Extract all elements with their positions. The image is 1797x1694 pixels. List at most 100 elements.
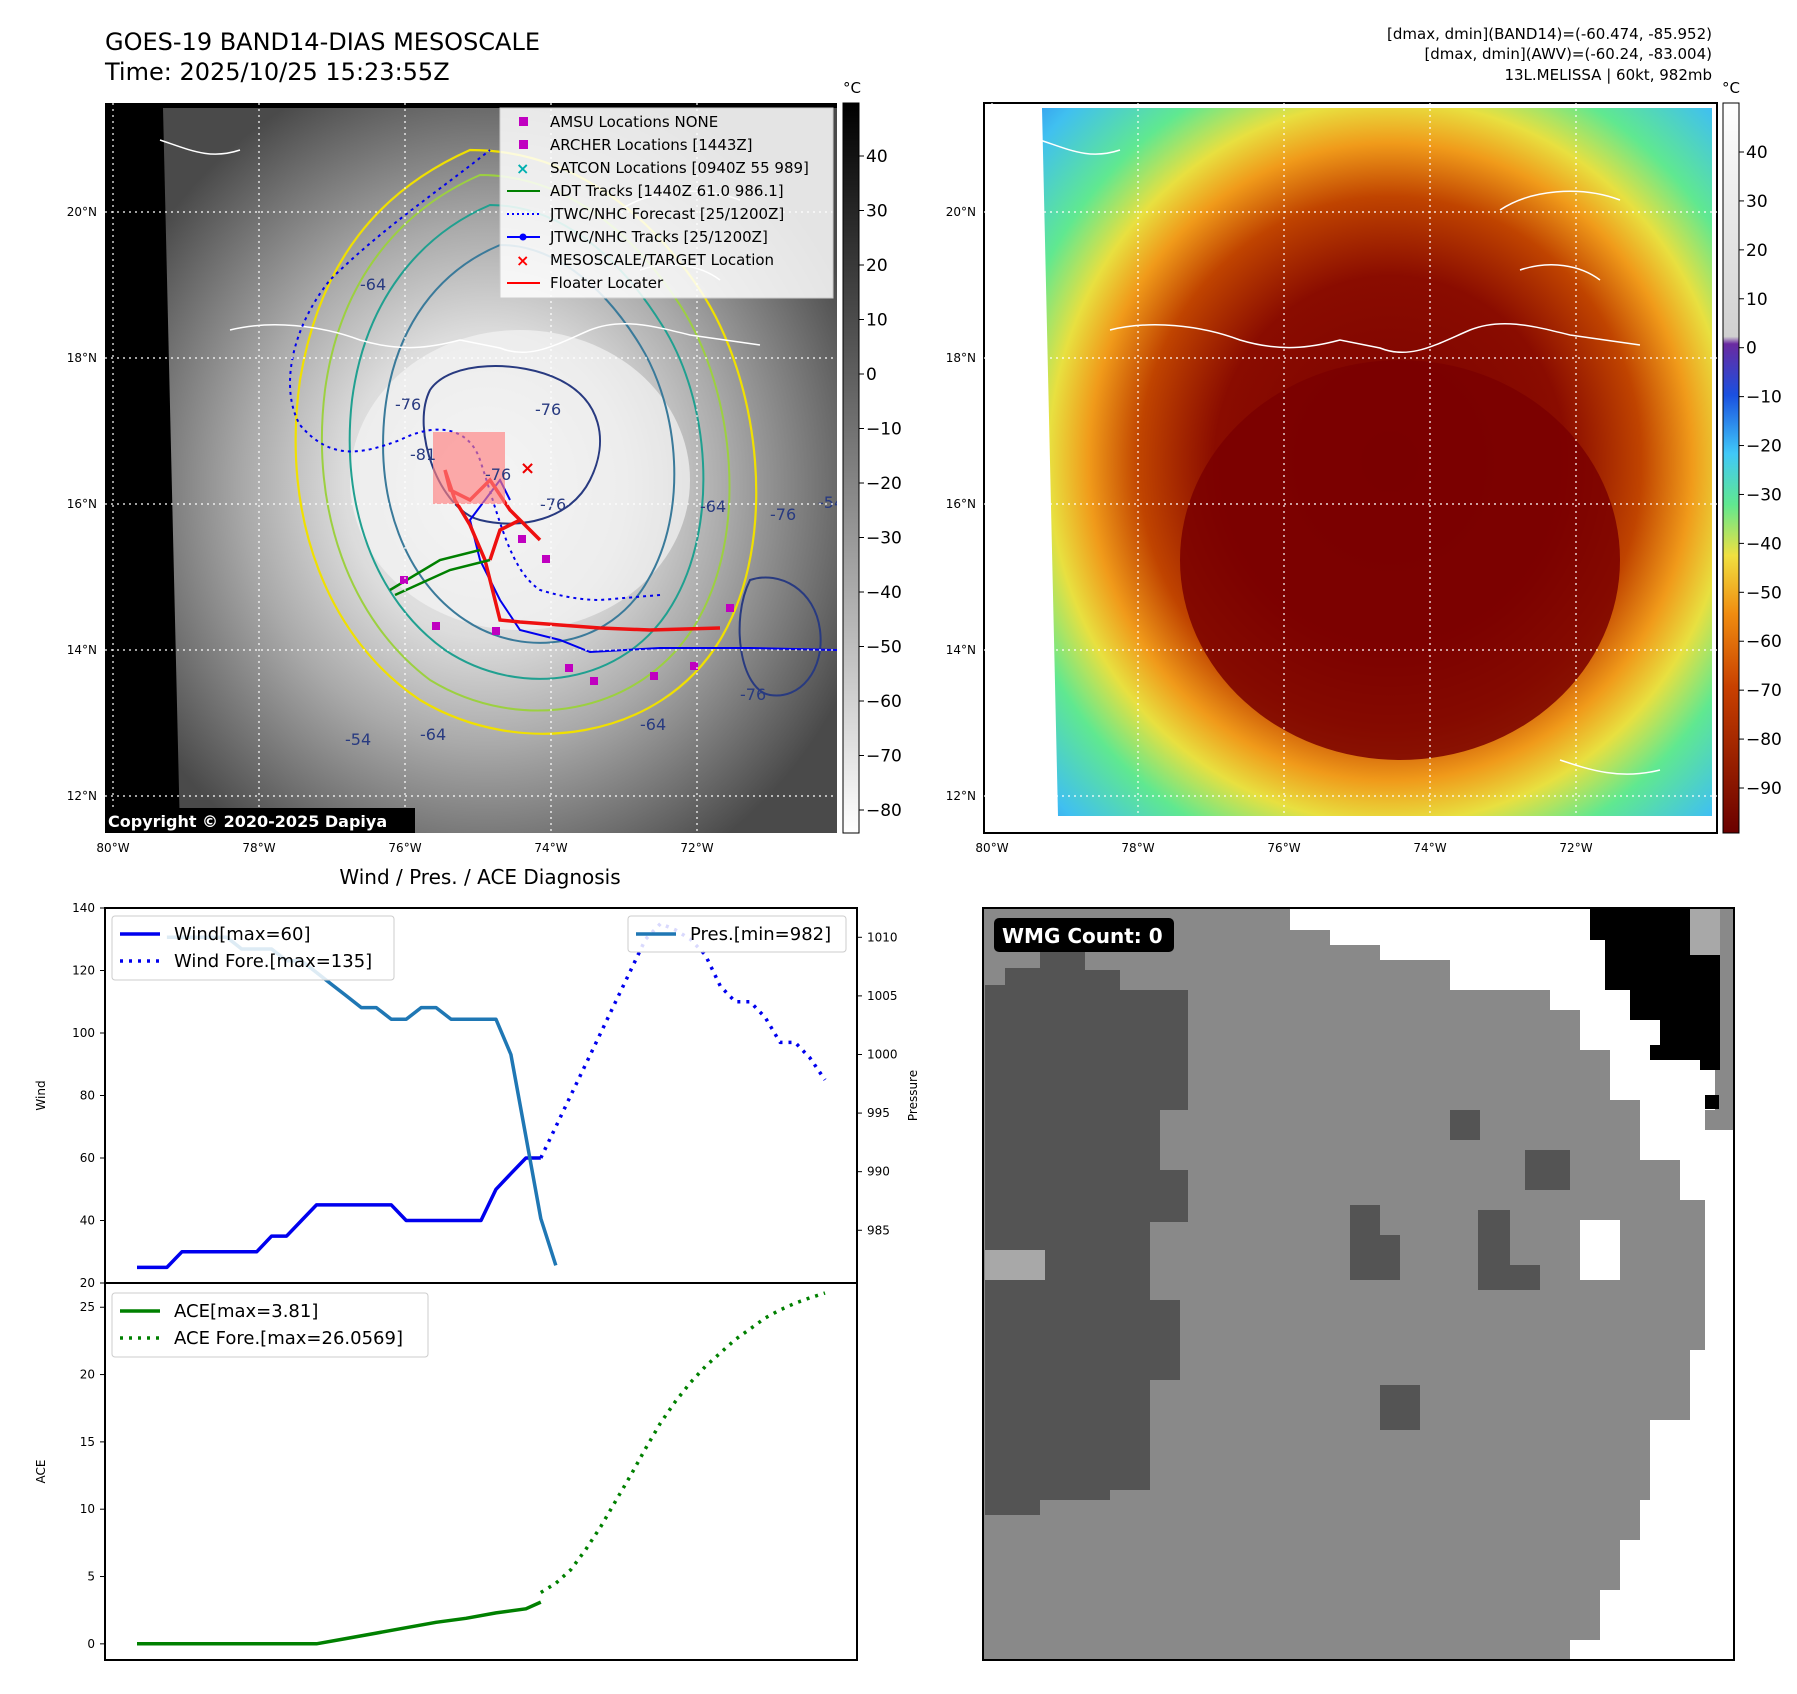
y-right-tick-label: 1005	[867, 989, 898, 1003]
ir-contour-label: -76	[740, 685, 766, 704]
wmg-darkgray-region	[985, 950, 1570, 1515]
legend-label: JTWC/NHC Tracks [25/1200Z]	[549, 228, 768, 246]
y-right-tick-label: 1000	[867, 1047, 898, 1061]
lon-label: 74°W	[534, 841, 567, 855]
lat-label: 16°N	[67, 497, 97, 511]
ir-cb-tick-label: −50	[866, 638, 902, 658]
awv-cb-tick-label: −50	[1746, 583, 1782, 603]
lon-label: 74°W	[1413, 841, 1446, 855]
ir-colorbar-unit: °C	[843, 79, 861, 97]
y-tick-label: 15	[80, 1435, 95, 1449]
pressure-legend-box	[627, 915, 847, 953]
ir-cb-tick-label: −80	[866, 801, 902, 821]
ir-cold-core	[350, 330, 690, 630]
awv-cb-tick-label: −70	[1746, 681, 1782, 701]
lat-label: 16°N	[946, 497, 976, 511]
ir-axis-labels: 20°N 18°N 16°N 14°N 12°N 80°W 78°W 76°W 74°W 72°W	[67, 205, 714, 855]
ir-archer-markers	[400, 535, 734, 685]
ir-cb-tick-label: −30	[866, 529, 902, 549]
awv-cb-tick-label: 10	[1746, 290, 1768, 310]
y-tick-label: 0	[87, 1637, 95, 1651]
ir-colorbar	[842, 102, 860, 834]
ir-contour-label: -54	[345, 730, 371, 749]
ir-map-panel: × -76 -76-76-76-54-64-64-64-76-81-54 -64-7…	[67, 79, 902, 855]
legend-label: Floater Locater	[550, 274, 664, 292]
series-line	[137, 1156, 541, 1270]
lon-label: 80°W	[975, 841, 1008, 855]
legend-entry: × SATCON Locations [0940Z 55 989]	[516, 159, 809, 178]
ir-contour-label: -64	[700, 497, 726, 516]
ir-contour-label: -76	[535, 400, 561, 419]
ir-contour-navy-east	[738, 576, 822, 697]
lat-label: 12°N	[67, 789, 97, 803]
legend-label: ACE Fore.[max=26.0569]	[174, 1328, 403, 1349]
lat-label: 12°N	[946, 789, 976, 803]
lon-label: 76°W	[1267, 841, 1300, 855]
lon-label: 78°W	[1121, 841, 1154, 855]
wind-pressure-chart: 20 40 60 80 100 120 140 985 990 995 1000 1005 1010 Wi…	[34, 901, 920, 1290]
awv-cb-tick-label: 20	[1746, 241, 1768, 261]
ace-legend-box	[111, 1292, 429, 1358]
y-tick-label: 100	[72, 1026, 95, 1040]
y-tick-label: 20	[80, 1368, 95, 1382]
y-axis-label: Wind	[34, 1080, 48, 1110]
y-tick-label: 140	[72, 901, 95, 915]
awv-cb-tick-label: 30	[1746, 192, 1768, 212]
ir-cb-tick-label: −60	[866, 692, 902, 712]
awv-cb-tick-label: −40	[1746, 534, 1782, 554]
info-line3: 13L.MELISSA | 60kt, 982mb	[1504, 66, 1712, 84]
y-tick-label: 60	[80, 1151, 95, 1165]
lon-label: 72°W	[680, 841, 713, 855]
ir-cb-tick-label: −10	[866, 420, 902, 440]
ir-contour-label: -54	[818, 493, 844, 512]
lat-label: 20°N	[67, 205, 97, 219]
legend-square-marker	[519, 117, 528, 126]
awv-cb-tick-label: −80	[1746, 730, 1782, 750]
ir-contour-label: -64	[640, 715, 666, 734]
y-tick-label: 25	[80, 1300, 95, 1314]
awv-coastline	[1039, 139, 1661, 775]
info-line1: [dmax, dmin](BAND14)=(-60.474, -85.952)	[1387, 25, 1712, 43]
figure-title-line1: GOES-19 BAND14-DIAS MESOSCALE	[105, 28, 540, 56]
y-right-tick-label: 990	[867, 1165, 890, 1179]
ace-chart: 0 5 10 15 20 25 ACE ACE[max=3.81] ACE Fore.[max=…	[34, 1282, 858, 1661]
lon-label: 78°W	[242, 841, 275, 855]
y-axis-label: ACE	[34, 1460, 48, 1484]
awv-cb-tick-label: −90	[1746, 779, 1782, 799]
ir-cb-tick-label: 20	[866, 256, 888, 276]
legend-label: JTWC/NHC Forecast [25/1200Z]	[549, 205, 784, 223]
ir-contour-label: -76	[540, 495, 566, 514]
ir-cb-tick-label: −20	[866, 474, 902, 494]
diagnosis-title: Wind / Pres. / ACE Diagnosis	[339, 865, 620, 889]
lat-label: 18°N	[67, 351, 97, 365]
ir-contour-teal	[348, 203, 705, 680]
wmg-bottom-white	[1570, 1130, 1734, 1660]
ir-legend: AMSU Locations NONE ARCHER Locations [144…	[499, 107, 834, 299]
ir-contour-label: -76	[770, 505, 796, 524]
lat-label: 14°N	[67, 643, 97, 657]
legend-entry: Floater Locater	[507, 274, 664, 292]
awv-cb-tick-label: 0	[1746, 339, 1757, 359]
lon-label: 72°W	[1559, 841, 1592, 855]
ir-legend-box	[499, 107, 834, 299]
legend-square-marker	[519, 140, 528, 149]
ir-contour-label-group: -76 -76 -76 -76 -54 -64 -64 -64 -76 -81 -54 -64 -76	[345, 275, 844, 749]
legend-x-marker: ×	[516, 251, 529, 270]
legend-entry: AMSU Locations NONE	[519, 113, 718, 131]
ir-contour-label: -81	[410, 445, 436, 464]
ir-cb-tick-label: 0	[866, 365, 877, 385]
legend-label: AMSU Locations NONE	[550, 113, 718, 131]
legend-label: Wind Fore.[max=135]	[174, 951, 372, 972]
awv-colorbar-ticks: 40 30 20 10 0 −10 −20 −30 −40 −50 −60 −70 −80 −90	[1739, 143, 1782, 799]
ir-target-marker: ×	[520, 458, 535, 479]
ir-colorbar-ticks: 40 30 20 10 0 −10 −20 −30 −40 −50 −60 −70 −80	[859, 147, 902, 821]
awv-cb-tick-label: −20	[1746, 437, 1782, 457]
awv-colorbar	[1722, 102, 1740, 834]
legend-x-marker: ×	[516, 159, 529, 178]
ir-cb-tick-label: 10	[866, 311, 888, 331]
legend-label: Wind[max=60]	[174, 924, 311, 945]
legend-entry: × MESOSCALE/TARGET Location	[516, 251, 774, 270]
wmg-count-text: WMG Count: 0	[1002, 924, 1163, 948]
figure-title-line2: Time: 2025/10/25 15:23:55Z	[104, 58, 450, 86]
legend-entry: JTWC/NHC Forecast [25/1200Z]	[507, 205, 784, 223]
